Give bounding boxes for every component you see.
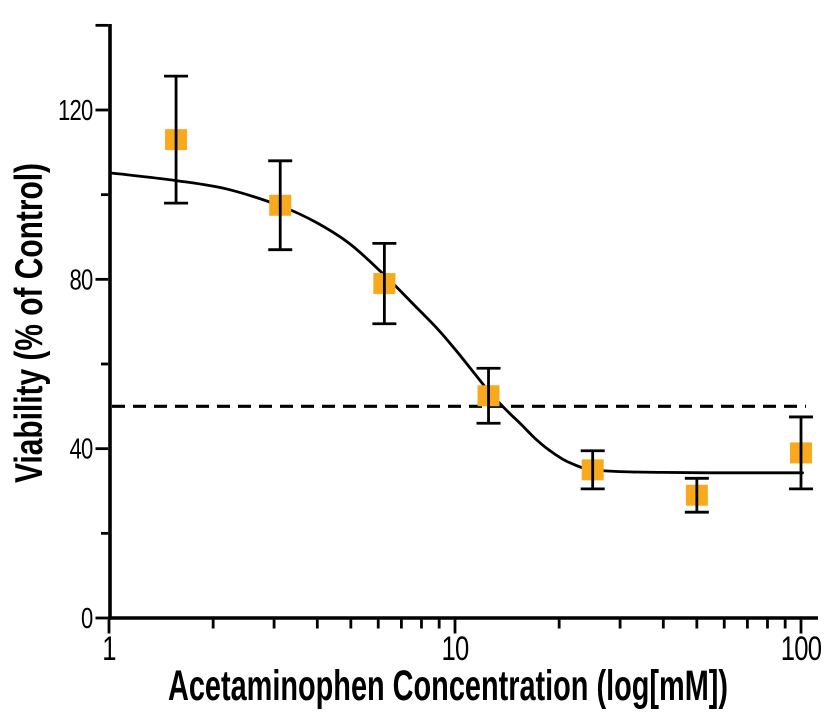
y-tick-label: 0 bbox=[81, 603, 93, 635]
y-tick-label: 80 bbox=[70, 264, 93, 296]
y-tick-label: 120 bbox=[58, 95, 93, 127]
x-tick-label: 100 bbox=[781, 630, 822, 668]
fit-curve bbox=[110, 171, 804, 475]
x-axis-title: Acetaminophen Concentration (log[mM]) bbox=[168, 662, 728, 710]
y-tick-label: 40 bbox=[70, 434, 93, 466]
x-tick-label: 1 bbox=[102, 630, 116, 668]
y-axis-title: Viability (% of Control) bbox=[8, 163, 51, 483]
x-tick-label: 10 bbox=[442, 630, 469, 668]
